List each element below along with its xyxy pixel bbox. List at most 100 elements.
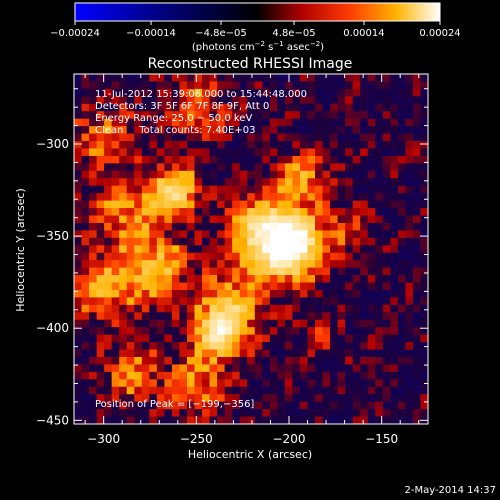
heatmap-cell bbox=[202, 148, 210, 157]
heatmap-cell bbox=[202, 215, 210, 224]
heatmap-cell bbox=[345, 386, 354, 395]
heatmap-cell bbox=[360, 111, 369, 120]
heatmap-cell bbox=[292, 319, 301, 328]
annotation-block: 11-Jul-2012 15:39:06.000 to 15:44:48.000… bbox=[95, 89, 307, 136]
heatmap-cell bbox=[299, 319, 308, 328]
heatmap-cell bbox=[126, 178, 135, 187]
heatmap-cell bbox=[390, 334, 399, 343]
heatmap-cell bbox=[345, 111, 354, 120]
heatmap-cell bbox=[352, 155, 361, 164]
heatmap-cell bbox=[194, 394, 203, 403]
heatmap-cell bbox=[352, 74, 361, 82]
heatmap-cell bbox=[224, 237, 233, 246]
heatmap-cell bbox=[367, 118, 376, 127]
heatmap-cell bbox=[345, 81, 354, 90]
heatmap-cell bbox=[367, 96, 376, 105]
heatmap-cell bbox=[232, 416, 241, 424]
heatmap-cell bbox=[156, 409, 165, 417]
heatmap-cell bbox=[134, 126, 143, 134]
heatmap-cell bbox=[299, 96, 308, 105]
heatmap-cell bbox=[360, 275, 369, 283]
heatmap-cell bbox=[345, 208, 354, 216]
heatmap-cell bbox=[382, 245, 391, 254]
heatmap-cell bbox=[247, 379, 256, 388]
heatmap-cell bbox=[322, 260, 331, 269]
heatmap-cell bbox=[330, 103, 339, 112]
heatmap-cell bbox=[104, 252, 113, 261]
heatmap-cell bbox=[164, 409, 173, 417]
colorbar: −0.00024 −0.00014 −4.8e−05 4.8e−05 0.00014 0.… bbox=[50, 2, 461, 53]
heatmap-cell bbox=[247, 334, 256, 343]
heatmap-cell bbox=[239, 230, 248, 239]
heatmap-cell bbox=[126, 170, 135, 179]
heatmap-cell bbox=[194, 118, 203, 127]
heatmap-cell bbox=[307, 364, 316, 373]
heatmap-cell bbox=[247, 409, 256, 417]
heatmap-cell bbox=[81, 275, 90, 283]
heatmap-cell bbox=[269, 282, 278, 291]
heatmap-cell bbox=[269, 111, 278, 120]
heatmap-cell bbox=[330, 371, 339, 380]
heatmap-cell bbox=[171, 74, 180, 82]
heatmap-cell bbox=[360, 334, 369, 343]
heatmap-cell bbox=[292, 304, 301, 313]
heatmap-cell bbox=[104, 155, 113, 164]
heatmap-cell bbox=[134, 141, 143, 149]
heatmap-cell bbox=[269, 386, 278, 395]
heatmap-cell bbox=[96, 304, 105, 313]
heatmap-cell bbox=[375, 163, 384, 172]
heatmap-cell bbox=[292, 356, 301, 365]
heatmap-cell bbox=[382, 379, 391, 388]
heatmap-cell bbox=[375, 282, 384, 291]
heatmap-cell bbox=[254, 230, 263, 239]
heatmap-cell bbox=[322, 88, 331, 97]
heatmap-cell bbox=[209, 126, 218, 134]
heatmap-cell bbox=[367, 193, 376, 201]
heatmap-cell bbox=[179, 312, 188, 321]
heatmap-cell bbox=[217, 88, 226, 97]
heatmap-cell bbox=[202, 282, 210, 291]
heatmap-cell bbox=[164, 275, 173, 283]
heatmap-cell bbox=[307, 416, 316, 424]
heatmap-cell bbox=[209, 289, 218, 298]
heatmap-cell bbox=[156, 96, 165, 105]
heatmap-cell bbox=[262, 260, 271, 269]
heatmap-cell bbox=[247, 193, 256, 201]
heatmap-cell bbox=[397, 215, 406, 224]
heatmap-cell bbox=[307, 111, 316, 120]
heatmap-cell bbox=[390, 319, 399, 328]
heatmap-cell bbox=[330, 126, 339, 134]
heatmap-cell bbox=[194, 275, 203, 283]
heatmap-cell bbox=[397, 230, 406, 239]
heatmap-cell bbox=[262, 394, 271, 403]
heatmap-cell bbox=[375, 401, 384, 410]
heatmap-cell bbox=[420, 163, 428, 172]
heatmap-cell bbox=[194, 297, 203, 306]
heatmap-cell bbox=[345, 289, 354, 298]
heatmap-cell bbox=[345, 349, 354, 358]
heatmap-cell bbox=[179, 334, 188, 343]
heatmap-cell bbox=[412, 230, 421, 239]
heatmap-cell bbox=[337, 111, 346, 120]
heatmap-cell bbox=[81, 155, 90, 164]
heatmap-cell bbox=[164, 208, 173, 216]
heatmap-cell bbox=[81, 282, 90, 291]
heatmap-cell bbox=[239, 141, 248, 149]
heatmap-cell bbox=[299, 401, 308, 410]
heatmap-cell bbox=[171, 118, 180, 127]
heatmap-cell bbox=[292, 289, 301, 298]
heatmap-cell bbox=[104, 245, 113, 254]
heatmap-cell bbox=[352, 133, 361, 142]
heatmap-cell bbox=[420, 208, 428, 216]
heatmap-cell bbox=[412, 245, 421, 254]
heatmap-cell bbox=[239, 394, 248, 403]
heatmap-cell bbox=[292, 334, 301, 343]
heatmap-cell bbox=[352, 297, 361, 306]
heatmap-cell bbox=[96, 327, 105, 336]
heatmap-cell bbox=[420, 334, 428, 343]
heatmap-cell bbox=[247, 245, 256, 254]
heatmap-cell bbox=[179, 349, 188, 358]
heatmap-cell bbox=[247, 81, 256, 90]
heatmap-cell bbox=[315, 81, 323, 90]
heatmap-cell bbox=[164, 334, 173, 343]
